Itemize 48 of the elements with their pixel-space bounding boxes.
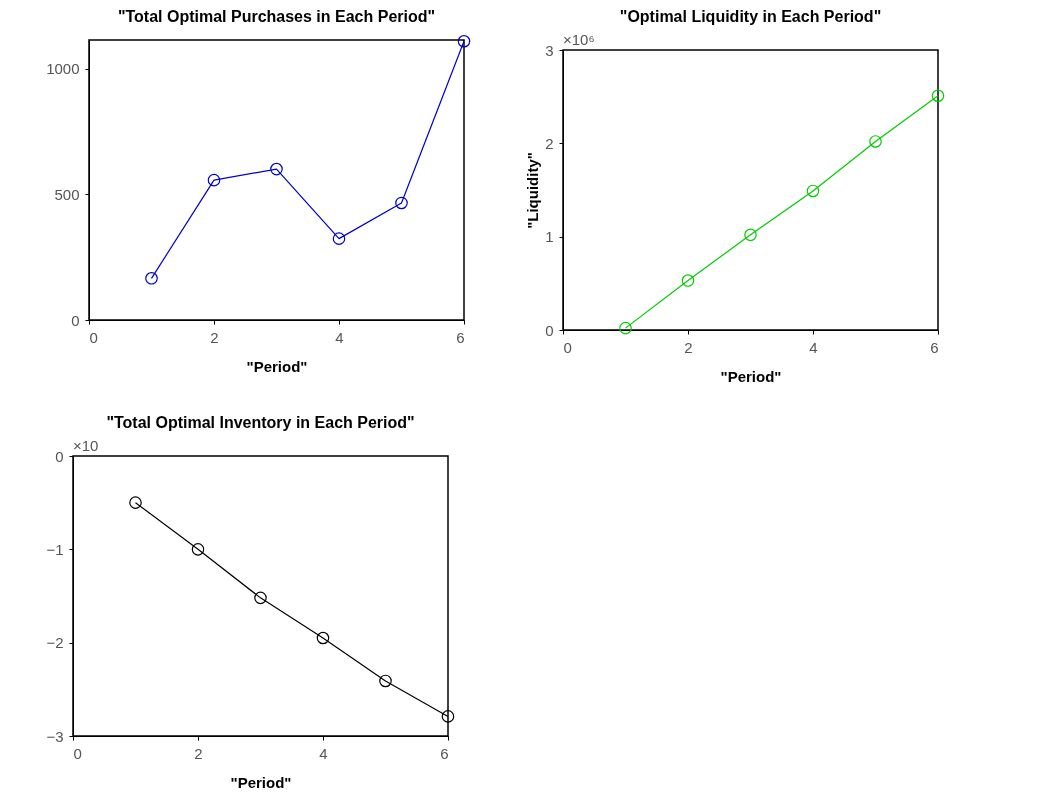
x-tick-label: 4 [319,744,328,762]
y-tick-label: 1 [545,228,554,246]
y-tick-label: 0 [71,311,80,329]
point [129,496,142,509]
y-tick-label: 500 [54,185,80,203]
point [191,543,205,556]
point [619,321,632,335]
point [931,89,945,103]
point [806,184,820,198]
point [457,34,471,48]
chart-title: "Total Optimal Purchases in Each Period" [117,8,436,26]
y-tick-label: 2 [545,134,554,152]
point [145,272,158,285]
x-tick-label: 2 [194,744,203,762]
y-tick-label: −3 [46,727,64,745]
x-tick-label: 0 [89,328,98,346]
chart-title: "Optimal Liquidity in Each Period" [619,8,882,25]
y-axis-title: "Liquidity" [524,152,542,229]
y-tick-label: 0 [55,447,64,465]
x-tick-label: 6 [440,744,449,762]
x-axis-title: "Period" [720,367,782,385]
point [207,173,221,187]
x-tick-label: 2 [684,338,693,356]
point [441,710,455,723]
point [270,162,283,176]
y-tick-label: −2 [46,634,64,652]
point [316,631,330,645]
point [744,228,757,242]
x-axis-title: "Period" [230,773,292,791]
text: ×10⁶ [563,31,595,48]
x-tick-label: 2 [210,328,219,346]
y-tick-label: 1000 [46,60,80,78]
point [254,591,267,605]
point [869,135,882,148]
x-tick-label: 6 [930,338,939,356]
point [379,674,392,688]
y-tick-label: −1 [46,540,64,558]
x-tick-label: 4 [335,328,344,346]
x-tick-label: 0 [563,338,572,356]
x-tick-label: 4 [809,338,818,356]
point [395,196,408,210]
y-tick-label: 3 [545,41,554,59]
point [332,232,346,245]
x-axis-title: "Period" [246,357,308,375]
chart-title: "Total Optimal Inventory in Each Period" [106,414,415,431]
text: ×10 [73,437,99,454]
point [681,274,695,287]
x-tick-label: 6 [456,328,465,346]
